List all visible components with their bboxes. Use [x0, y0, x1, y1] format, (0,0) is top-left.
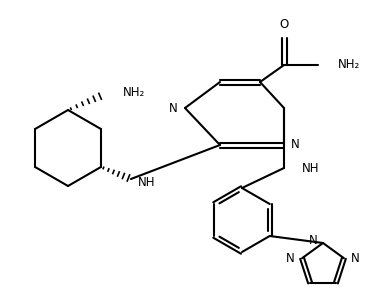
- Text: N: N: [291, 139, 300, 152]
- Text: O: O: [280, 18, 289, 31]
- Text: N: N: [169, 101, 178, 114]
- Text: N: N: [351, 252, 360, 265]
- Text: N: N: [286, 252, 295, 265]
- Text: NH₂: NH₂: [123, 86, 145, 99]
- Text: NH: NH: [302, 162, 319, 175]
- Text: N: N: [309, 234, 318, 248]
- Text: NH₂: NH₂: [338, 59, 360, 72]
- Text: NH: NH: [138, 176, 156, 189]
